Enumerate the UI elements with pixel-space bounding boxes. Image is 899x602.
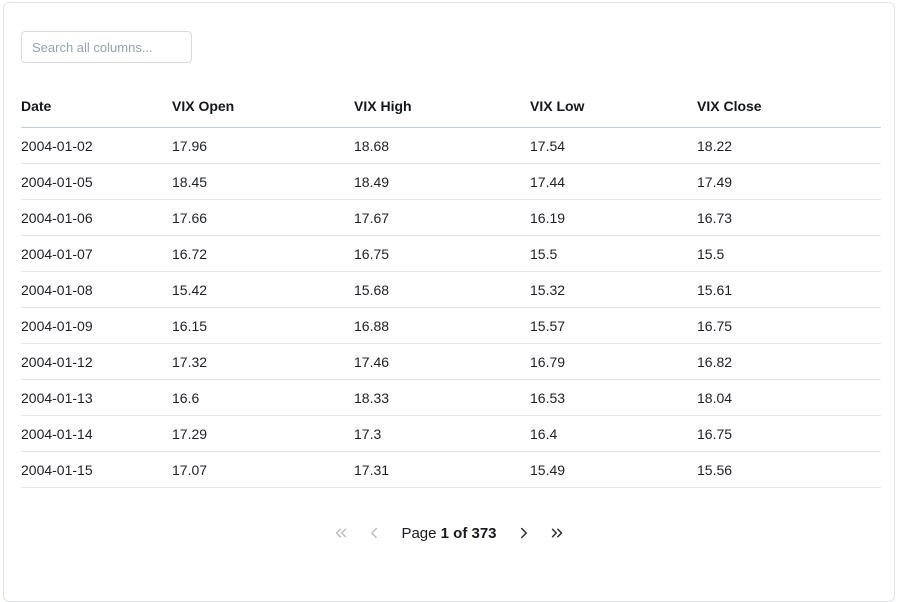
table-cell: 18.49 <box>354 163 530 200</box>
table-cell: 17.3 <box>354 415 530 452</box>
table-cell: 17.96 <box>172 127 354 164</box>
table-cell: 18.68 <box>354 127 530 164</box>
table-cell: 16.75 <box>354 235 530 272</box>
table-cell: 16.72 <box>172 235 354 272</box>
table-cell: 17.54 <box>530 127 697 164</box>
table-cell: 16.6 <box>172 379 354 416</box>
page-indicator: Page 1 of 373 <box>401 525 496 542</box>
table-cell: 2004-01-07 <box>21 235 172 272</box>
column-header: Date <box>21 97 172 128</box>
table-cell: 15.5 <box>697 235 881 272</box>
table-cell: 17.49 <box>697 163 881 200</box>
table-row: 2004-01-09 16.15 16.88 15.57 16.75 <box>21 307 881 344</box>
table-body: 2004-01-02 17.96 18.68 17.54 18.22 2004-01-05… <box>21 127 881 488</box>
table-cell: 16.19 <box>530 199 697 236</box>
table-row: 2004-01-05 18.45 18.49 17.44 17.49 <box>21 163 881 200</box>
next-page-button[interactable] <box>512 521 536 545</box>
table-cell: 2004-01-13 <box>21 379 172 416</box>
table-cell: 18.33 <box>354 379 530 416</box>
table-cell: 15.32 <box>530 271 697 308</box>
table-cell: 17.66 <box>172 199 354 236</box>
table-cell: 2004-01-08 <box>21 271 172 308</box>
chevrons-left-icon <box>332 524 350 542</box>
column-header: VIX High <box>354 97 530 128</box>
table-cell: 17.46 <box>354 343 530 380</box>
table-cell: 17.44 <box>530 163 697 200</box>
table-cell: 17.32 <box>172 343 354 380</box>
table-row: 2004-01-13 16.6 18.33 16.53 18.04 <box>21 379 881 416</box>
table-cell: 17.07 <box>172 451 354 488</box>
table-cell: 16.53 <box>530 379 697 416</box>
table-cell: 15.42 <box>172 271 354 308</box>
table-header-row: Date VIX Open VIX High VIX Low VIX Close <box>21 97 881 128</box>
table-cell: 17.31 <box>354 451 530 488</box>
table-cell: 2004-01-05 <box>21 163 172 200</box>
table-cell: 17.29 <box>172 415 354 452</box>
table-cell: 2004-01-14 <box>21 415 172 452</box>
column-header: VIX Low <box>530 97 697 128</box>
table-cell: 16.79 <box>530 343 697 380</box>
table-cell: 16.82 <box>697 343 881 380</box>
table-cell: 16.73 <box>697 199 881 236</box>
table-row: 2004-01-14 17.29 17.3 16.4 16.75 <box>21 415 881 452</box>
prev-page-button[interactable] <box>362 521 386 545</box>
last-page-button[interactable] <box>545 521 569 545</box>
table-cell: 15.57 <box>530 307 697 344</box>
vix-data-table: Date VIX Open VIX High VIX Low VIX Close 200… <box>21 97 881 488</box>
table-cell: 15.56 <box>697 451 881 488</box>
table-cell: 16.4 <box>530 415 697 452</box>
chevrons-right-icon <box>548 524 566 542</box>
page-indicator-value: 1 of 373 <box>440 524 497 542</box>
table-row: 2004-01-08 15.42 15.68 15.32 15.61 <box>21 271 881 308</box>
table-cell: 2004-01-09 <box>21 307 172 344</box>
table-cell: 15.61 <box>697 271 881 308</box>
table-cell: 15.49 <box>530 451 697 488</box>
first-page-button[interactable] <box>329 521 353 545</box>
table-row: 2004-01-02 17.96 18.68 17.54 18.22 <box>21 127 881 164</box>
table-cell: 2004-01-12 <box>21 343 172 380</box>
table-row: 2004-01-07 16.72 16.75 15.5 15.5 <box>21 235 881 272</box>
column-header: VIX Open <box>172 97 354 128</box>
page-indicator-prefix: Page <box>401 524 441 542</box>
chevron-right-icon <box>515 524 533 542</box>
table-cell: 18.22 <box>697 127 881 164</box>
table-row: 2004-01-15 17.07 17.31 15.49 15.56 <box>21 451 881 488</box>
table-cell: 15.68 <box>354 271 530 308</box>
table-cell: 18.45 <box>172 163 354 200</box>
table-cell: 2004-01-06 <box>21 199 172 236</box>
table-cell: 16.75 <box>697 307 881 344</box>
table-cell: 2004-01-15 <box>21 451 172 488</box>
table-cell: 15.5 <box>530 235 697 272</box>
chevron-left-icon <box>365 524 383 542</box>
table-cell: 16.75 <box>697 415 881 452</box>
table-cell: 16.15 <box>172 307 354 344</box>
pagination: Page 1 of 373 <box>4 521 894 545</box>
table-cell: 18.04 <box>697 379 881 416</box>
table-cell: 17.67 <box>354 199 530 236</box>
column-header: VIX Close <box>697 97 881 128</box>
table-cell: 16.88 <box>354 307 530 344</box>
table-cell: 2004-01-02 <box>21 127 172 164</box>
table-row: 2004-01-12 17.32 17.46 16.79 16.82 <box>21 343 881 380</box>
table-row: 2004-01-06 17.66 17.67 16.19 16.73 <box>21 199 881 236</box>
search-input[interactable] <box>21 31 192 63</box>
